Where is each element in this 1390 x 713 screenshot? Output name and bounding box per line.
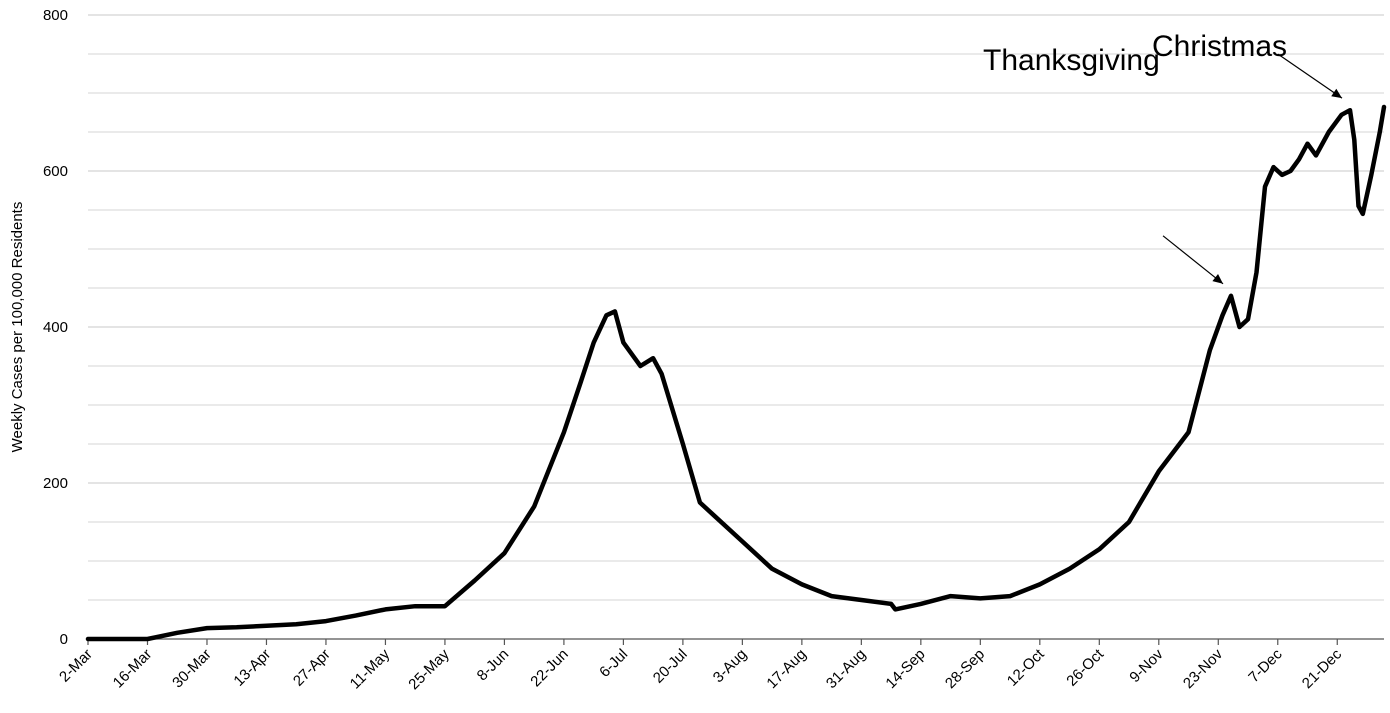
x-tick-label: 13-Apr xyxy=(230,646,274,690)
x-tick-label: 27-Apr xyxy=(290,646,334,690)
x-tick-label: 3-Aug xyxy=(710,646,750,686)
annotation: Thanksgiving xyxy=(983,44,1224,285)
gridlines xyxy=(88,14,1384,601)
arrow-head xyxy=(1331,88,1343,99)
x-tick-label: 23-Nov xyxy=(1180,645,1227,692)
x-tick-label: 20-Jul xyxy=(650,646,691,687)
x-tick-label: 31-Aug xyxy=(823,646,869,692)
x-tick-label: 26-Oct xyxy=(1063,645,1107,689)
x-tick-label: 14-Sep xyxy=(882,646,928,692)
x-tick-label: 16-Mar xyxy=(110,646,156,692)
x-tick-label: 22-Jun xyxy=(527,646,571,690)
arrow-head xyxy=(1212,274,1224,284)
x-axis-ticks: 2-Mar 16-Mar 30-Mar 13-Apr 27-Apr 11-May 25-Ma… xyxy=(56,639,1345,693)
series-line xyxy=(85,104,1387,642)
x-tick-label: 8-Jun xyxy=(474,646,513,685)
x-tick-label: 17-Aug xyxy=(763,646,809,692)
y-tick-label: 600 xyxy=(43,163,68,180)
x-tick-label: 30-Mar xyxy=(169,646,215,692)
annotation: Christmas xyxy=(1152,30,1343,99)
x-tick-label: 6-Jul xyxy=(596,646,631,681)
x-tick-label: 2-Mar xyxy=(56,646,96,686)
y-tick-label: 200 xyxy=(43,475,68,492)
x-tick-label: 11-May xyxy=(347,645,394,692)
annotation-label: Christmas xyxy=(1152,30,1287,63)
x-tick-label: 21-Dec xyxy=(1299,645,1346,692)
x-tick-label: 28-Sep xyxy=(942,646,988,692)
annotation-arrow xyxy=(1277,53,1343,99)
x-tick-label: 25-May xyxy=(405,645,453,693)
y-tick-label: 400 xyxy=(43,319,68,336)
annotation-label: Thanksgiving xyxy=(983,44,1160,77)
x-tick-label: 9-Nov xyxy=(1126,645,1167,686)
y-tick-label: 800 xyxy=(43,7,68,24)
x-tick-label: 7-Dec xyxy=(1245,645,1286,686)
y-axis-title: Weekly Cases per 100,000 Residents xyxy=(9,202,26,453)
annotation-arrow xyxy=(1162,235,1224,285)
y-tick-label: 0 xyxy=(60,631,68,648)
y-axis-ticks: 0 200 400 600 800 xyxy=(43,7,68,648)
x-tick-label: 12-Oct xyxy=(1004,645,1048,689)
